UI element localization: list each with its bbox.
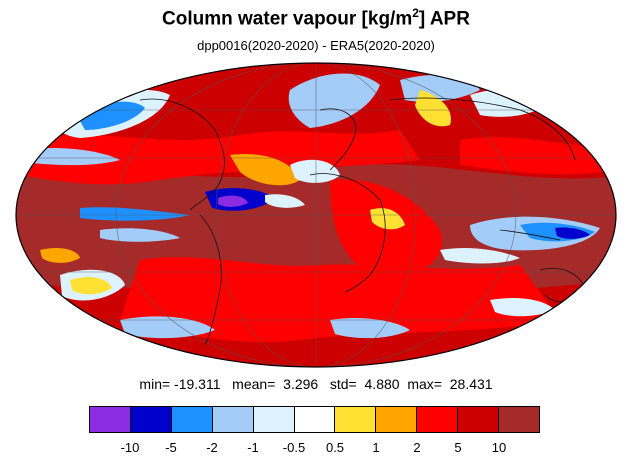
graticule xyxy=(16,63,616,367)
colorbar-box xyxy=(130,407,172,432)
coastlines xyxy=(139,97,586,346)
colorbar-tick-label: -10 xyxy=(120,440,140,455)
colorbar-box xyxy=(458,407,500,432)
colorbar-box xyxy=(294,407,336,432)
colorbar xyxy=(89,406,540,433)
colorbar-labels: -10 -5 -2 -1 -0.5 0.5 1 2 5 10 xyxy=(0,440,632,458)
colorbar-tick-label: 1 xyxy=(372,440,380,455)
colorbar-tick-label: -1 xyxy=(247,440,259,455)
statistics-line: min= -19.311 mean= 3.296 std= 4.880 max=… xyxy=(139,376,493,392)
colorbar-tick-label: -5 xyxy=(165,440,177,455)
colorbar-box xyxy=(417,407,459,432)
colorbar-tick-label: 2 xyxy=(413,440,421,455)
colorbar-box xyxy=(212,407,254,432)
map-title: Column water vapour [kg/m2] APR xyxy=(162,6,470,30)
colorbar-tick-label: -2 xyxy=(206,440,218,455)
colorbar-box xyxy=(335,407,377,432)
globe-outline xyxy=(15,62,617,368)
colorbar-box xyxy=(171,407,213,432)
colorbar-box xyxy=(499,407,539,432)
colorbar-tick-label: -0.5 xyxy=(282,440,306,455)
colorbar-tick-label: 10 xyxy=(491,440,507,455)
colorbar-tick-label: 5 xyxy=(454,440,462,455)
anomaly-field xyxy=(16,63,616,367)
colorbar-tick-label: 0.5 xyxy=(325,440,345,455)
colorbar-box xyxy=(376,407,418,432)
map-subtitle: dpp0016(2020-2020) - ERA5(2020-2020) xyxy=(197,38,435,53)
colorbar-box xyxy=(253,407,295,432)
colorbar-box xyxy=(90,407,131,432)
